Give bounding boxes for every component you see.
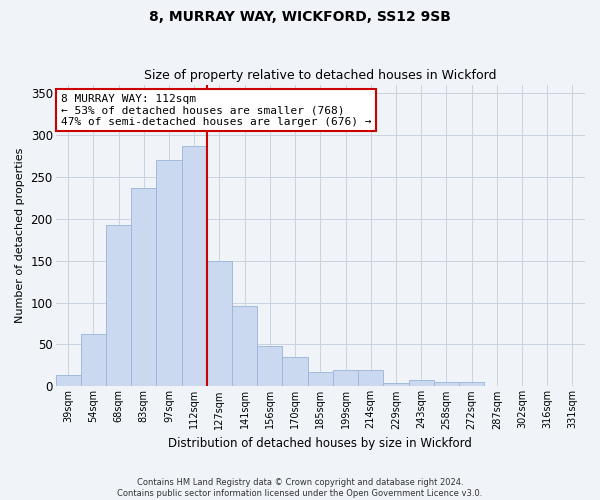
Bar: [257, 346, 283, 387]
Bar: [308, 372, 333, 386]
Bar: [81, 334, 106, 386]
Bar: [333, 370, 358, 386]
Text: Contains HM Land Registry data © Crown copyright and database right 2024.
Contai: Contains HM Land Registry data © Crown c…: [118, 478, 482, 498]
Bar: [106, 226, 131, 386]
Y-axis label: Number of detached properties: Number of detached properties: [15, 148, 25, 323]
Bar: [232, 306, 257, 386]
Bar: [459, 382, 484, 386]
Bar: [409, 380, 434, 386]
Bar: [434, 382, 459, 386]
Text: 8, MURRAY WAY, WICKFORD, SS12 9SB: 8, MURRAY WAY, WICKFORD, SS12 9SB: [149, 10, 451, 24]
Title: Size of property relative to detached houses in Wickford: Size of property relative to detached ho…: [144, 69, 497, 82]
Text: 8 MURRAY WAY: 112sqm
← 53% of detached houses are smaller (768)
47% of semi-deta: 8 MURRAY WAY: 112sqm ← 53% of detached h…: [61, 94, 371, 127]
Bar: [157, 160, 182, 386]
Bar: [283, 357, 308, 386]
Bar: [383, 383, 409, 386]
Bar: [182, 146, 207, 386]
Bar: [207, 260, 232, 386]
Bar: [56, 376, 81, 386]
Bar: [358, 370, 383, 386]
X-axis label: Distribution of detached houses by size in Wickford: Distribution of detached houses by size …: [169, 437, 472, 450]
Bar: [131, 188, 157, 386]
